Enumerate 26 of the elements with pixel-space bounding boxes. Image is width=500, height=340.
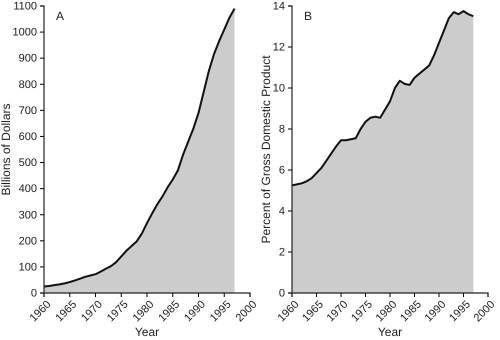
y-tick-label: 700 — [18, 104, 37, 117]
y-tick-label: 500 — [18, 157, 37, 170]
y-tick-label: 2 — [278, 246, 285, 259]
chart-title: B — [304, 9, 312, 23]
y-tick-label: 100 — [18, 261, 37, 274]
y-tick-label: 200 — [18, 235, 37, 248]
y-axis-title: Billions of Dollars — [0, 103, 13, 196]
y-tick-label: 1000 — [12, 26, 37, 39]
y-tick-label: 300 — [18, 209, 37, 222]
y-tick-label: 1100 — [13, 0, 37, 13]
y-tick-label: 0 — [278, 288, 285, 300]
y-tick-label: 12 — [272, 42, 285, 54]
y-tick-label: 900 — [18, 52, 37, 65]
y-tick-label: 10 — [272, 82, 285, 95]
y-tick-label: 400 — [18, 183, 37, 196]
x-axis-title: Year — [378, 325, 402, 339]
y-tick-label: 4 — [278, 206, 285, 218]
y-tick-label: 0 — [30, 288, 37, 300]
y-tick-label: 6 — [278, 164, 285, 177]
x-axis-title: Year — [134, 325, 160, 339]
y-tick-label: 600 — [18, 130, 37, 143]
y-tick-label: 14 — [272, 0, 285, 13]
y-axis-title: Percent of Gross Domestic Product — [259, 54, 273, 244]
chart-title: A — [56, 9, 64, 23]
y-tick-label: 800 — [18, 78, 37, 91]
y-tick-label: 8 — [278, 124, 285, 136]
